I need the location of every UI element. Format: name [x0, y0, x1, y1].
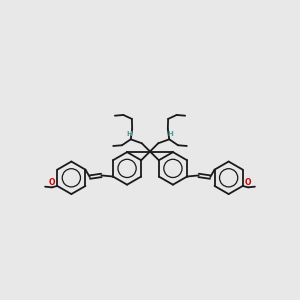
Text: O: O	[49, 178, 55, 187]
Text: O: O	[245, 178, 251, 187]
Text: H: H	[127, 131, 132, 137]
Text: H: H	[168, 131, 173, 137]
